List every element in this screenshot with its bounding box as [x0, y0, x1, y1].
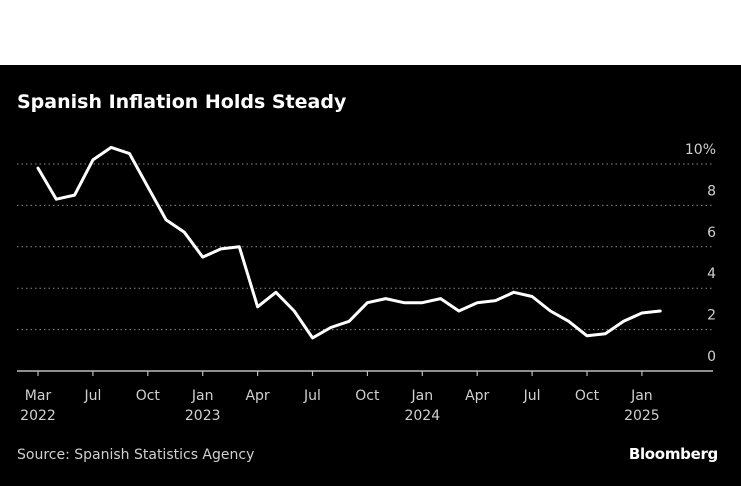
chart-panel: [0, 65, 741, 486]
x-tick-year-label: 2025: [624, 408, 660, 424]
x-tick-label: Jan: [630, 388, 653, 404]
chart-title: Spanish Inflation Holds Steady: [17, 91, 347, 113]
bloomberg-logo: Bloomberg: [628, 445, 718, 463]
y-tick-label: 2: [707, 308, 716, 324]
x-tick-label: Jan: [411, 388, 434, 404]
x-tick-label: Oct: [136, 388, 161, 404]
x-tick-label: Jul: [523, 388, 541, 404]
x-tick-year-label: 2024: [404, 408, 440, 424]
x-tick-label: Mar: [25, 388, 52, 404]
x-tick-year-label: 2022: [20, 408, 56, 424]
y-tick-label: 8: [707, 183, 716, 199]
x-tick-label: Jan: [191, 388, 214, 404]
x-tick-label: Oct: [575, 388, 600, 404]
y-tick-label: 4: [707, 266, 716, 282]
source-note: Source: Spanish Statistics Agency: [17, 447, 255, 463]
x-tick-label: Jul: [303, 388, 321, 404]
x-tick-label: Oct: [355, 388, 380, 404]
x-axis: Mar 2022 Jul Oct Jan 2023 Apr Jul Oct Jan 2024 Apr J…: [17, 370, 713, 424]
y-axis-labels: 0 2 4 6 8 10%: [685, 142, 716, 365]
gridlines: [17, 163, 713, 331]
x-tick-year-label: 2023: [185, 408, 221, 424]
y-tick-label: 6: [707, 225, 716, 241]
x-tick-label: Jul: [83, 388, 101, 404]
series-line: [36, 145, 662, 340]
y-tick-label: 0: [707, 349, 716, 365]
series-layer: [36, 145, 662, 340]
y-tick-label: 10%: [685, 142, 716, 158]
x-tick-label: Apr: [245, 388, 269, 404]
x-tick-label: Apr: [465, 388, 489, 404]
